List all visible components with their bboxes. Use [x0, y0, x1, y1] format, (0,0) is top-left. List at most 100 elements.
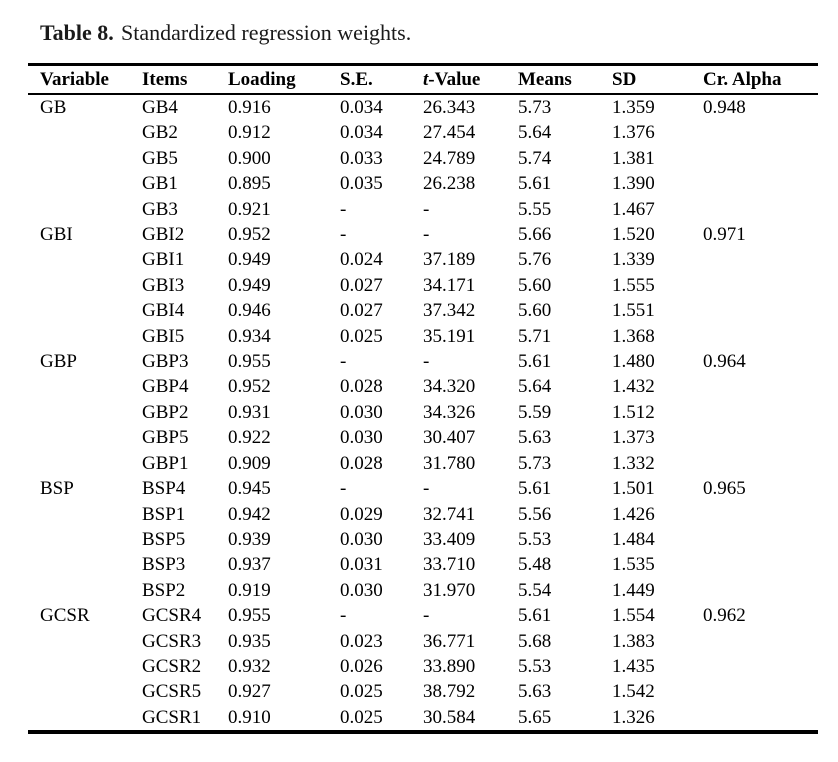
table-cell: 0.937 [228, 554, 271, 576]
table-cell: 5.61 [518, 173, 552, 195]
table-row: BSP BSP4 0.945 - - 5.61 1.501 0.965 [28, 476, 818, 501]
table-cell: 0.964 [703, 351, 746, 373]
table-cell: 0.948 [703, 97, 746, 118]
table-cell: 0.912 [228, 122, 271, 144]
table-cell: 0.025 [340, 681, 383, 703]
table-row: BSP3 0.937 0.031 33.710 5.48 1.535 [28, 552, 818, 577]
table-cell: 0.035 [340, 173, 383, 195]
table-cell: 1.381 [612, 147, 655, 169]
table-cell: - [423, 605, 430, 627]
table-row: GB2 0.912 0.034 27.454 5.64 1.376 [28, 120, 818, 145]
table-cell: 1.551 [612, 300, 655, 322]
table-cell: GCSR4 [142, 605, 202, 627]
table-cell [28, 451, 130, 476]
table-cell: 5.61 [518, 351, 552, 373]
table-cell: 5.73 [518, 452, 552, 474]
table-cell [691, 629, 818, 654]
table-cell: GBI3 [142, 274, 185, 296]
table-header-row: Variable Items Loading S.E. t-Value Means SD Cr… [28, 65, 818, 94]
table-cell: 1.501 [612, 478, 655, 500]
table-cell: GCSR1 [142, 706, 202, 728]
table-cell: 0.921 [228, 198, 271, 220]
table-cell: 0.028 [340, 452, 383, 474]
table-cell: 0.023 [340, 630, 383, 652]
table-caption-text: Standardized regression weights. [121, 20, 412, 45]
table-cell: 31.780 [423, 452, 476, 474]
table-row: GBP2 0.931 0.030 34.326 5.59 1.512 [28, 400, 818, 425]
table-cell: 34.171 [423, 274, 476, 296]
table-cell: - [340, 198, 347, 220]
table-cell: BSP1 [142, 503, 186, 525]
table-cell: GB5 [142, 147, 178, 169]
table-cell: GB2 [142, 122, 178, 144]
table-cell [691, 578, 818, 603]
table-cell: 1.332 [612, 452, 655, 474]
table-row: GBI5 0.934 0.025 35.191 5.71 1.368 [28, 324, 818, 349]
table-cell: 5.61 [518, 605, 552, 627]
table-cell: 5.48 [518, 554, 552, 576]
table-cell: 0.034 [340, 122, 383, 144]
table-cell: 5.65 [518, 706, 552, 728]
table-cell [691, 679, 818, 704]
table-cell: 0.029 [340, 503, 383, 525]
table-row: GBI4 0.946 0.027 37.342 5.60 1.551 [28, 298, 818, 323]
table-body: GB GB4 0.916 0.034 26.343 5.73 1.359 0.948 GB2 0.… [28, 94, 818, 732]
table-cell: 5.71 [518, 325, 552, 347]
table-cell: 1.368 [612, 325, 655, 347]
table-row: GBP4 0.952 0.028 34.320 5.64 1.432 [28, 374, 818, 399]
table-cell: 0.922 [228, 427, 271, 449]
table-cell: GBI [40, 224, 73, 246]
table-cell: 0.935 [228, 630, 271, 652]
table-cell: BSP4 [142, 478, 186, 500]
table-cell: 0.919 [228, 579, 271, 601]
table-cell: 0.946 [228, 300, 271, 322]
table-cell: 0.031 [340, 554, 383, 576]
table-cell: - [340, 351, 347, 373]
table-cell [28, 247, 130, 272]
table-cell [28, 146, 130, 171]
table-cell: GB1 [142, 173, 178, 195]
table-cell: 1.383 [612, 630, 655, 652]
table-cell [691, 273, 818, 298]
table-cell: 5.63 [518, 427, 552, 449]
table-cell: GBI1 [142, 249, 185, 271]
table-cell: GBI2 [142, 224, 185, 246]
table-cell: 38.792 [423, 681, 476, 703]
table-cell: 1.435 [612, 655, 655, 677]
table-cell: GBP [40, 351, 77, 373]
table-cell: 0.952 [228, 376, 271, 398]
table-cell: 5.56 [518, 503, 552, 525]
table-cell: 0.027 [340, 274, 383, 296]
table-cell: 0.033 [340, 147, 383, 169]
table-cell: GB3 [142, 198, 178, 220]
table-cell: 5.61 [518, 478, 552, 500]
table-cell: 37.189 [423, 249, 476, 271]
table-cell: 30.584 [423, 706, 476, 728]
table-cell [691, 324, 818, 349]
table-cell: 0.955 [228, 605, 271, 627]
table-row: GCSR5 0.927 0.025 38.792 5.63 1.542 [28, 679, 818, 704]
table-cell: 5.55 [518, 198, 552, 220]
table-cell [691, 425, 818, 450]
table-cell [691, 120, 818, 145]
table-row: BSP1 0.942 0.029 32.741 5.56 1.426 [28, 502, 818, 527]
table-cell: 0.030 [340, 401, 383, 423]
table-cell: GCSR [40, 605, 90, 627]
table-cell: BSP5 [142, 528, 186, 550]
table-cell: 0.962 [703, 605, 746, 627]
table-cell: 5.73 [518, 97, 552, 118]
table-cell: 33.409 [423, 528, 476, 550]
table-cell [28, 273, 130, 298]
table-cell: 5.64 [518, 376, 552, 398]
table-cell: GBP1 [142, 452, 189, 474]
table-row: GB3 0.921 - - 5.55 1.467 [28, 197, 818, 222]
table-cell: 0.895 [228, 173, 271, 195]
table-cell: 35.191 [423, 325, 476, 347]
table-cell: - [423, 351, 430, 373]
table-cell [28, 578, 130, 603]
table-cell: 1.535 [612, 554, 655, 576]
table-cell: 5.76 [518, 249, 552, 271]
table-cell [691, 552, 818, 577]
table-cell: 1.376 [612, 122, 655, 144]
table-cell [691, 400, 818, 425]
